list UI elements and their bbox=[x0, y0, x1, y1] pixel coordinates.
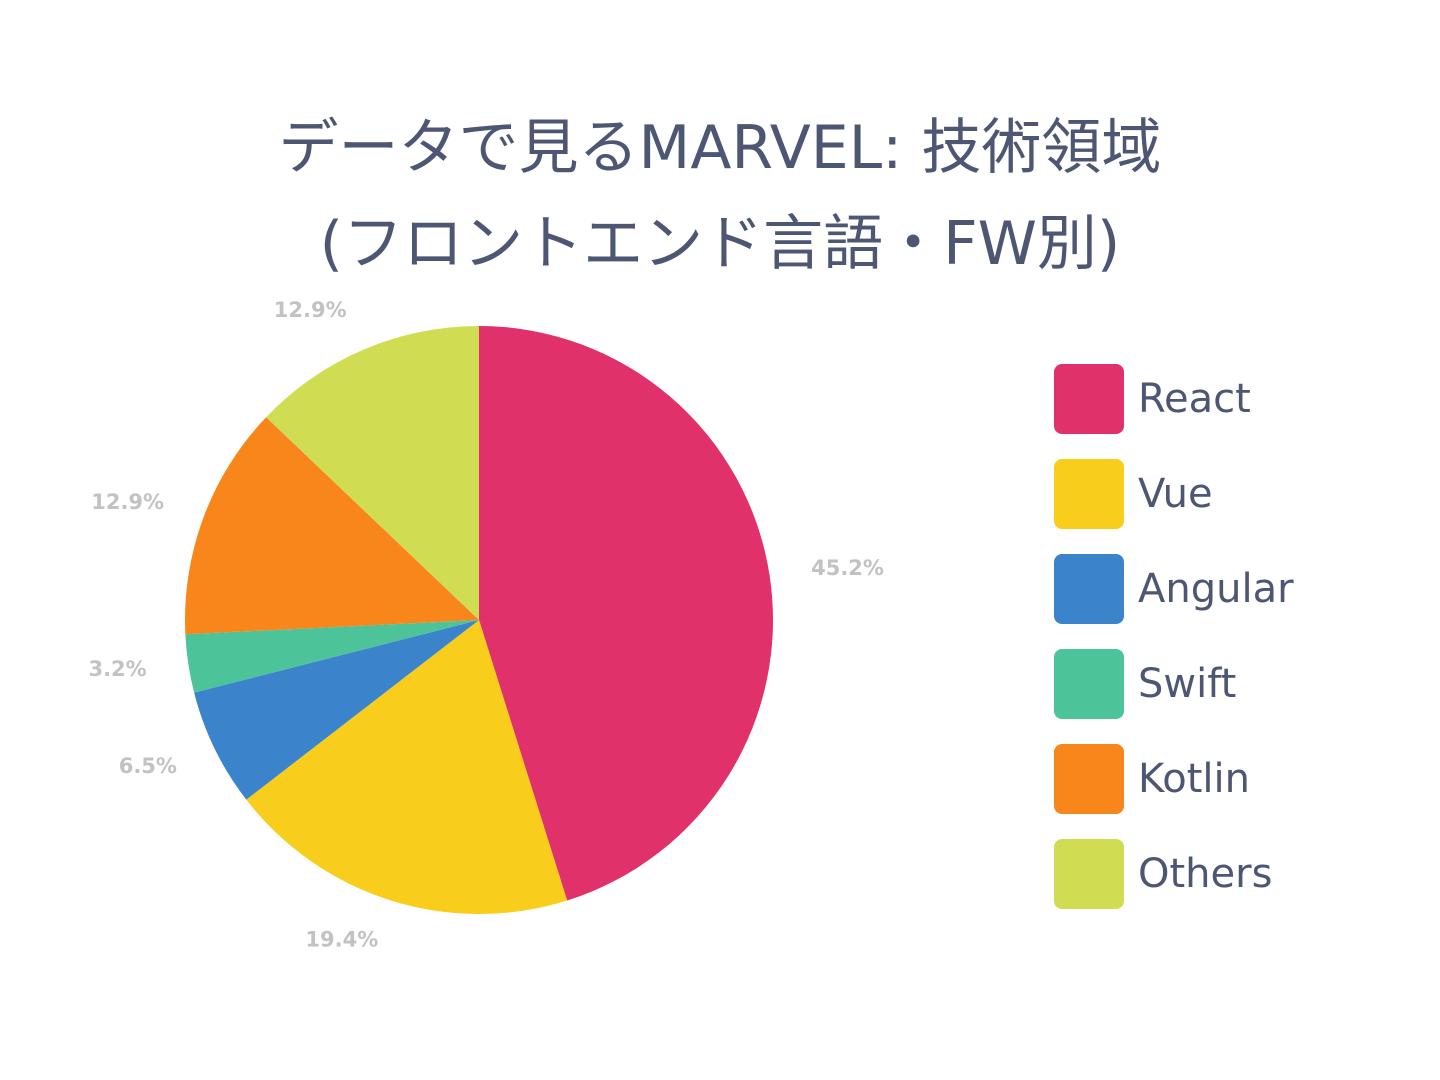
legend-item-others[interactable]: Others bbox=[1054, 839, 1294, 909]
legend-swatch bbox=[1054, 364, 1124, 434]
pie-slice-angular bbox=[194, 620, 479, 800]
legend-label: Others bbox=[1138, 851, 1273, 897]
legend-label: Kotlin bbox=[1138, 756, 1250, 802]
pie-slices bbox=[185, 326, 773, 914]
legend-swatch bbox=[1054, 839, 1124, 909]
chart-title-line-1: データで見るMARVEL: 技術領域 bbox=[278, 113, 1162, 183]
pie-label-react: 45.2% bbox=[811, 556, 884, 580]
legend-item-vue[interactable]: Vue bbox=[1054, 459, 1294, 529]
legend-label: Swift bbox=[1138, 661, 1237, 707]
pie-label-others: 12.9% bbox=[274, 298, 347, 322]
pie-label-swift: 3.2% bbox=[88, 657, 146, 681]
pie-label-kotlin: 12.9% bbox=[91, 490, 164, 514]
legend-swatch bbox=[1054, 459, 1124, 529]
pie-label-angular: 6.5% bbox=[119, 754, 177, 778]
chart-title-line-2: (フロントエンド言語・FW別) bbox=[319, 209, 1121, 279]
chart-title: データで見るMARVEL: 技術領域 (フロントエンド言語・FW別) bbox=[0, 100, 1440, 292]
legend: React Vue Angular Swift Kotlin Others bbox=[1054, 364, 1294, 934]
legend-label: Vue bbox=[1138, 471, 1213, 517]
pie-slice-swift bbox=[185, 620, 480, 693]
legend-label: Angular bbox=[1138, 566, 1294, 612]
pie-label-vue: 19.4% bbox=[305, 928, 378, 952]
legend-label: React bbox=[1138, 376, 1251, 422]
legend-item-angular[interactable]: Angular bbox=[1054, 554, 1294, 624]
pie-slice-kotlin bbox=[185, 417, 479, 635]
pie-slice-react bbox=[479, 326, 773, 901]
pie-slice-others bbox=[266, 326, 479, 620]
legend-swatch bbox=[1054, 649, 1124, 719]
legend-item-react[interactable]: React bbox=[1054, 364, 1294, 434]
legend-item-swift[interactable]: Swift bbox=[1054, 649, 1294, 719]
legend-swatch bbox=[1054, 554, 1124, 624]
legend-item-kotlin[interactable]: Kotlin bbox=[1054, 744, 1294, 814]
pie-value-labels: 45.2% 19.4% 6.5% 3.2% 12.9% 12.9% bbox=[88, 298, 883, 951]
pie-slice-vue bbox=[246, 620, 568, 914]
legend-swatch bbox=[1054, 744, 1124, 814]
